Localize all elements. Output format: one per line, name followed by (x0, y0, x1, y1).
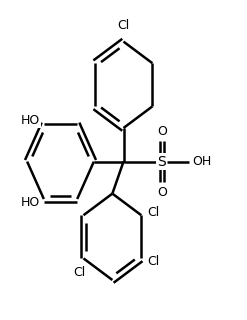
Text: HO: HO (21, 196, 40, 209)
Text: Cl: Cl (147, 205, 160, 219)
Text: Cl: Cl (117, 19, 130, 32)
Text: O: O (157, 124, 167, 138)
Text: Cl: Cl (147, 255, 160, 268)
Text: OH: OH (193, 155, 212, 168)
Text: O: O (157, 186, 167, 199)
Text: S: S (157, 155, 166, 169)
Text: Cl: Cl (74, 266, 86, 279)
Text: HO: HO (21, 115, 40, 127)
